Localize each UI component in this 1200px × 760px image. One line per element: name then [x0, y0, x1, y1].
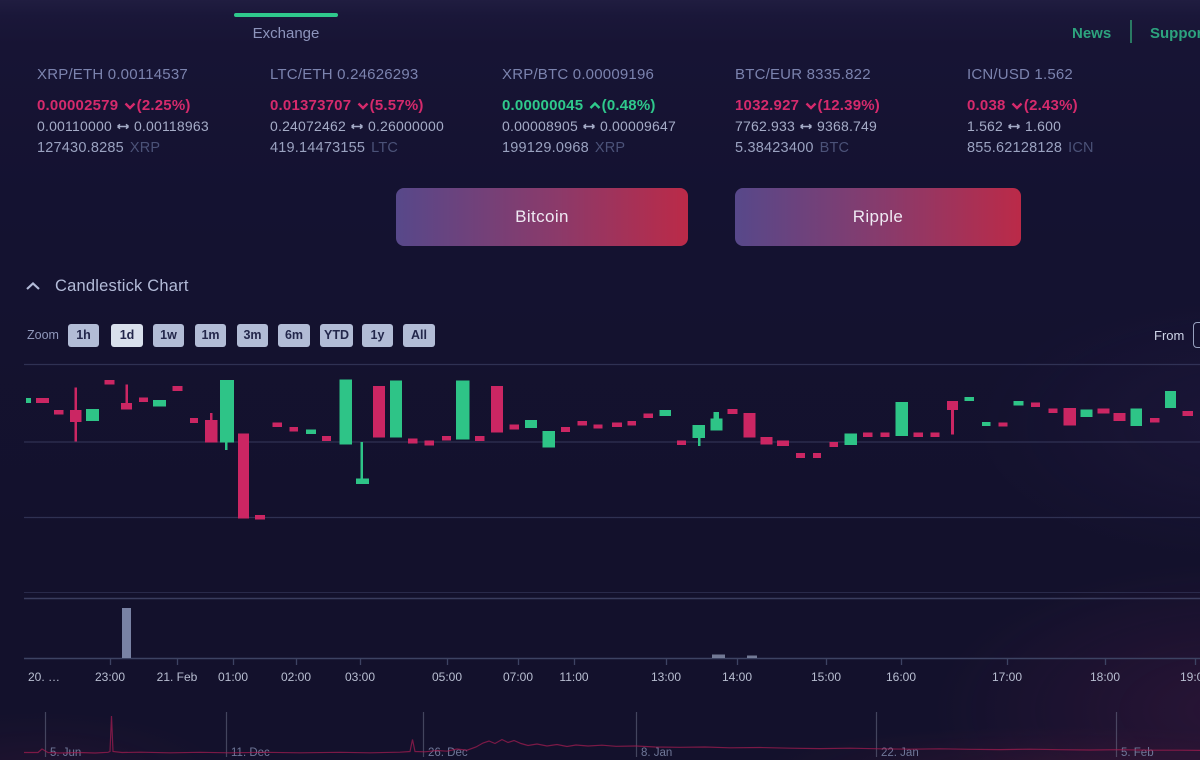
svg-text:13:00: 13:00 — [651, 670, 681, 684]
svg-text:14:00: 14:00 — [722, 670, 752, 684]
svg-text:20. …: 20. … — [28, 670, 60, 684]
svg-text:03:00: 03:00 — [345, 670, 375, 684]
svg-text:01:00: 01:00 — [218, 670, 248, 684]
svg-text:07:00: 07:00 — [503, 670, 533, 684]
svg-text:22. Jan: 22. Jan — [881, 747, 919, 759]
svg-text:17:00: 17:00 — [992, 670, 1022, 684]
svg-text:15:00: 15:00 — [811, 670, 841, 684]
svg-text:11:00: 11:00 — [559, 670, 588, 684]
svg-text:21. Feb: 21. Feb — [157, 670, 198, 684]
svg-text:16:00: 16:00 — [886, 670, 916, 684]
svg-text:19:00: 19:00 — [1180, 670, 1200, 684]
svg-text:05:00: 05:00 — [432, 670, 462, 684]
svg-text:18:00: 18:00 — [1090, 670, 1120, 684]
svg-text:26. Dec: 26. Dec — [428, 747, 468, 759]
svg-text:23:00: 23:00 — [95, 670, 125, 684]
svg-text:8. Jan: 8. Jan — [641, 747, 672, 759]
svg-text:02:00: 02:00 — [281, 670, 311, 684]
svg-text:5. Feb: 5. Feb — [1121, 747, 1154, 759]
